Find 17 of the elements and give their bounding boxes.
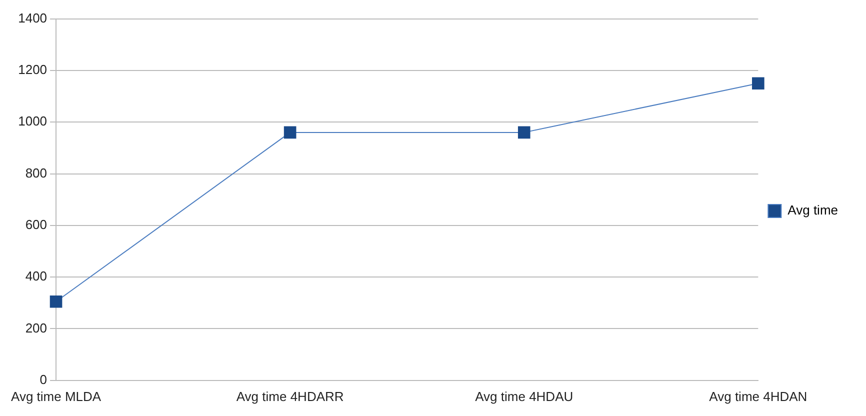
y-tick-label: 200 (25, 320, 48, 336)
legend-label: Avg time (788, 202, 838, 218)
x-tick-label: Avg time MLDA (10, 388, 102, 404)
x-tick-label: Avg time 4HDAN (709, 388, 808, 404)
y-tick-label: 400 (25, 268, 48, 284)
point (518, 126, 530, 139)
y-tick-label: 0 (40, 372, 48, 387)
y-tick-label: 600 (25, 217, 48, 232)
x-tick-label: Avg time 4HDARR (236, 388, 344, 404)
x-tick-label: Avg time 4HDAU (475, 388, 574, 404)
y-tick-label: 1200 (18, 62, 48, 78)
point (50, 295, 62, 308)
point (284, 126, 296, 139)
y-tick-label: 800 (25, 165, 48, 180)
y-tick-label: 1400 (18, 10, 48, 26)
point (752, 77, 764, 90)
y-tick-label: 1000 (18, 114, 48, 129)
